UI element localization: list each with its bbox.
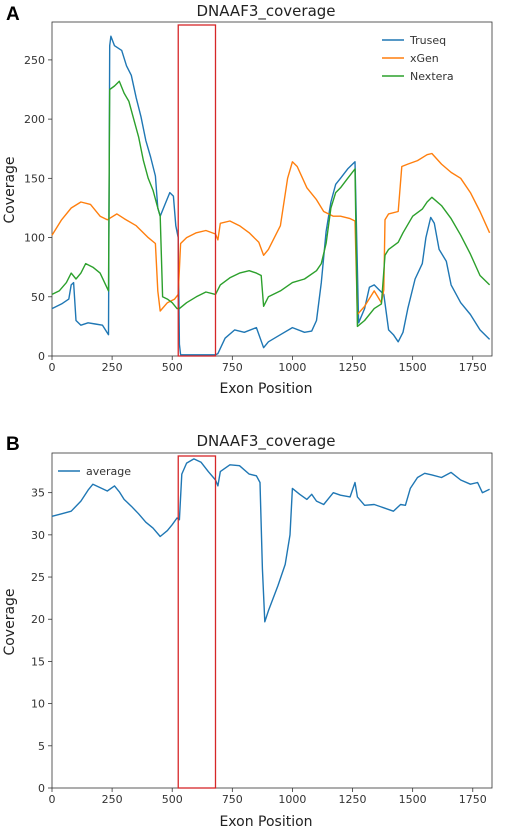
series-line-xgen [51,152,491,316]
y-tick-label: 50 [31,291,45,304]
x-tick-label: 1750 [459,361,487,374]
x-tick-label: 0 [49,361,56,374]
legend-entry: xGen [410,52,439,65]
y-tick-label: 10 [31,698,45,711]
x-tick-label: 1250 [339,793,367,806]
y-tick-label: 15 [31,655,45,668]
legend-entry: Truseq [409,34,446,47]
y-tick-label: 150 [24,172,45,185]
x-tick-label: 1750 [459,793,487,806]
chart-title: DNAAF3_coverage [196,2,335,21]
x-tick-label: 1000 [278,361,306,374]
y-tick-label: 100 [24,232,45,245]
legend-entry: average [86,465,131,478]
series-line-nextera [51,80,491,328]
x-tick-label: 0 [49,793,56,806]
plot-frame [51,21,493,357]
x-tick-label: 750 [222,793,243,806]
y-tick-label: 30 [31,529,45,542]
x-axis-label: Exon Position [219,814,312,829]
y-tick-label: 0 [38,782,45,795]
y-tick-label: 35 [31,487,45,500]
y-axis-label: Coverage [2,156,18,223]
y-tick-label: 20 [31,613,45,626]
x-tick-label: 750 [222,361,243,374]
y-tick-label: 200 [24,113,45,126]
x-tick-label: 1500 [399,793,427,806]
x-tick-label: 250 [102,361,123,374]
panel-letter-a: A [6,4,20,25]
x-tick-label: 1000 [278,793,306,806]
panel-b-chart: DNAAF3_coverage Exon Position Coverage 0… [2,432,493,829]
x-axis-label: Exon Position [219,381,312,397]
x-tick-label: 500 [162,793,183,806]
chart-title: DNAAF3_coverage [196,432,335,451]
x-tick-label: 1500 [399,361,427,374]
x-tick-label: 250 [102,793,123,806]
highlight-box [177,455,217,789]
y-tick-label: 0 [38,350,45,363]
y-tick-label: 250 [24,54,45,67]
legend-entry: Nextera [410,70,454,83]
y-tick-label: 25 [31,571,45,584]
panel-a-chart: DNAAF3_coverage Exon Position Coverage 0… [2,2,493,397]
series-line-average [51,458,490,623]
plot-frame [51,452,493,789]
x-tick-label: 500 [162,361,183,374]
series-line-truseq [51,35,491,356]
highlight-box [177,24,217,357]
y-tick-label: 5 [38,740,45,753]
y-axis-label: Coverage [2,588,18,655]
panel-letter-b: B [6,434,20,455]
x-tick-label: 1250 [339,361,367,374]
